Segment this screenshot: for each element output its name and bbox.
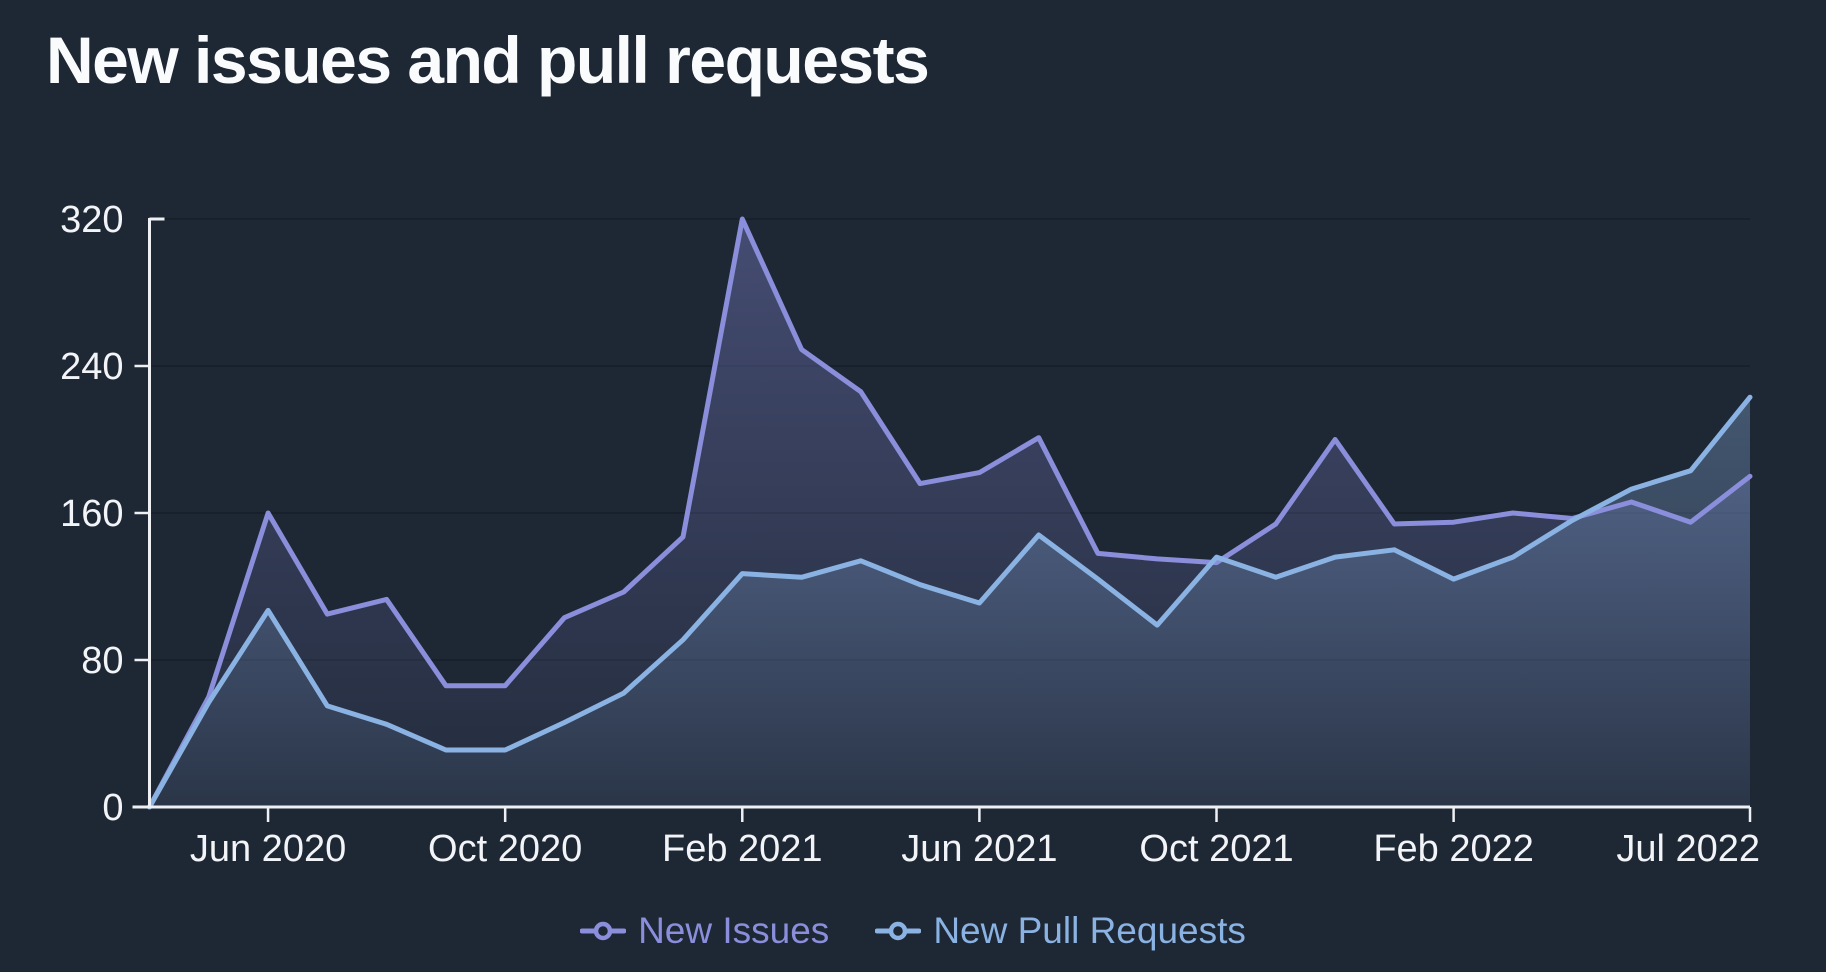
legend-label-new-issues: New Issues <box>638 910 830 951</box>
y-tick-label-0: 0 <box>102 787 123 829</box>
legend-line-circle-icon <box>580 921 627 941</box>
legend-item-new-pull-requests[interactable]: New Pull Requests <box>875 910 1246 952</box>
x-tick-label-Jul-2022: Jul 2022 <box>1616 828 1760 870</box>
line-new-issues <box>147 216 1753 810</box>
axes <box>132 217 1752 822</box>
legend-label-new-pull-requests: New Pull Requests <box>933 910 1246 951</box>
y-tick-label-240: 240 <box>60 346 123 388</box>
x-tick-label-Oct-2021: Oct 2021 <box>1139 828 1293 870</box>
line-new-pull-requests <box>147 394 1753 810</box>
y-tick-label-80: 80 <box>81 640 123 682</box>
y-tick-label-160: 160 <box>60 493 123 535</box>
x-tick-label-Jun-2021: Jun 2021 <box>901 828 1057 870</box>
area-new-pull-requests <box>149 397 1750 807</box>
x-tick-label-Feb-2022: Feb 2022 <box>1373 828 1534 870</box>
axis-labels: 0 80 160 240 320 Jun 2020 Oct 2020 Feb 2021 Jun … <box>60 199 1760 870</box>
legend: New Issues New Pull Requests <box>0 910 1826 952</box>
legend-item-new-issues[interactable]: New Issues <box>580 910 829 952</box>
legend-line-circle-icon <box>875 921 922 941</box>
chart-title: New issues and pull requests <box>46 23 930 97</box>
series <box>147 216 1753 810</box>
x-tick-label-Feb-2021: Feb 2021 <box>662 828 823 870</box>
x-tick-label-Oct-2020: Oct 2020 <box>428 828 582 870</box>
y-tick-label-320: 320 <box>60 199 123 241</box>
x-tick-label-Jun-2020: Jun 2020 <box>190 828 346 870</box>
